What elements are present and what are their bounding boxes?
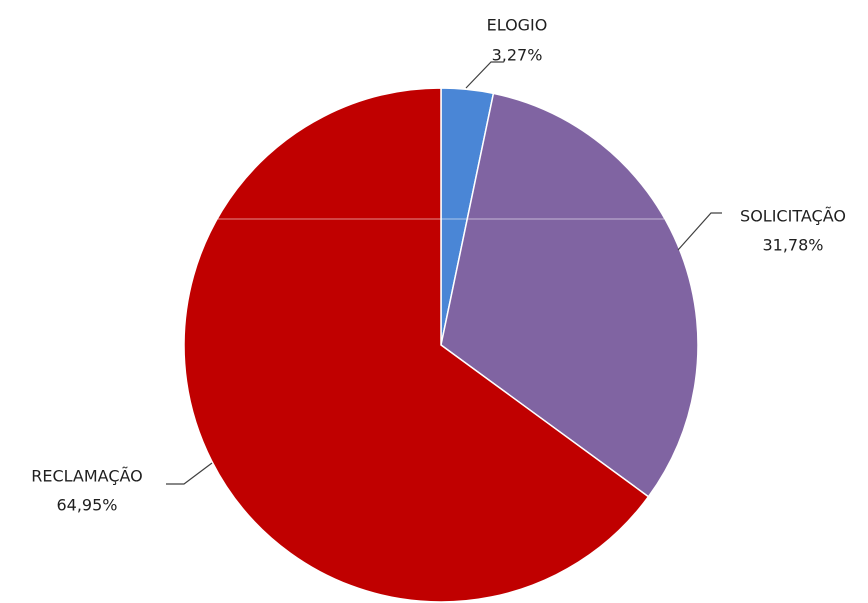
leader-line-reclamacao — [166, 462, 213, 485]
data-label-elogio-category: ELOGIO — [487, 16, 548, 35]
data-label-reclamacao-value: 64,95% — [56, 496, 117, 515]
leader-line-solicitacao — [677, 212, 722, 251]
pie-slice-solicitacao — [440, 92, 699, 498]
data-label-solicitacao-value: 31,78% — [762, 236, 823, 255]
data-label-elogio-value: 3,27% — [492, 46, 543, 65]
data-labels: ELOGIO 3,27% SOLICITAÇÃO 31,78% RECLAMAÇÃO 64… — [31, 16, 846, 515]
pie-slice-reclamacao — [183, 87, 650, 603]
data-label-reclamacao-category: RECLAMAÇÃO — [31, 467, 143, 486]
leader-line-elogio — [465, 61, 503, 89]
data-label-solicitacao-category: SOLICITAÇÃO — [740, 207, 846, 226]
pie-slices — [183, 87, 699, 603]
